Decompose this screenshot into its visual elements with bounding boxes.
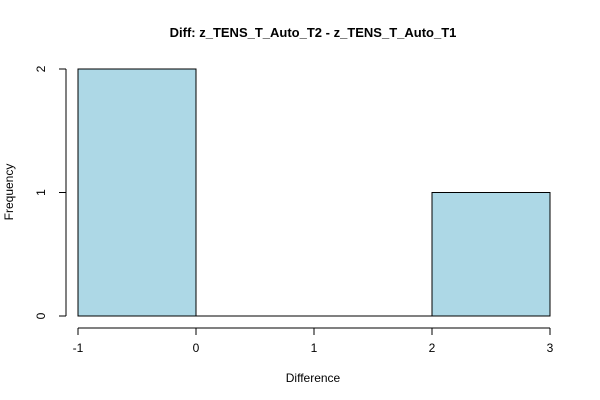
x-tick-label-2: 1: [311, 341, 318, 355]
y-tick-label-1: 1: [34, 189, 48, 196]
y-axis: 0 1 2: [34, 65, 67, 319]
x-axis: -1 0 1 2 3: [73, 327, 554, 355]
histogram-bar-3: [431, 192, 551, 317]
chart-title: Diff: z_TENS_T_Auto_T2 - z_TENS_T_Auto_T…: [170, 25, 457, 40]
x-tick-label-3: 2: [429, 341, 436, 355]
y-tick-label-0: 0: [34, 312, 48, 319]
x-axis-label: Difference: [286, 371, 341, 385]
bars-group: [77, 68, 551, 317]
y-tick-label-2: 2: [34, 65, 48, 72]
x-tick-label-0: -1: [73, 341, 84, 355]
x-tick-label-1: 0: [193, 341, 200, 355]
histogram-bar-0: [77, 68, 197, 317]
y-axis-label: Frequency: [2, 164, 16, 221]
x-tick-label-4: 3: [547, 341, 554, 355]
